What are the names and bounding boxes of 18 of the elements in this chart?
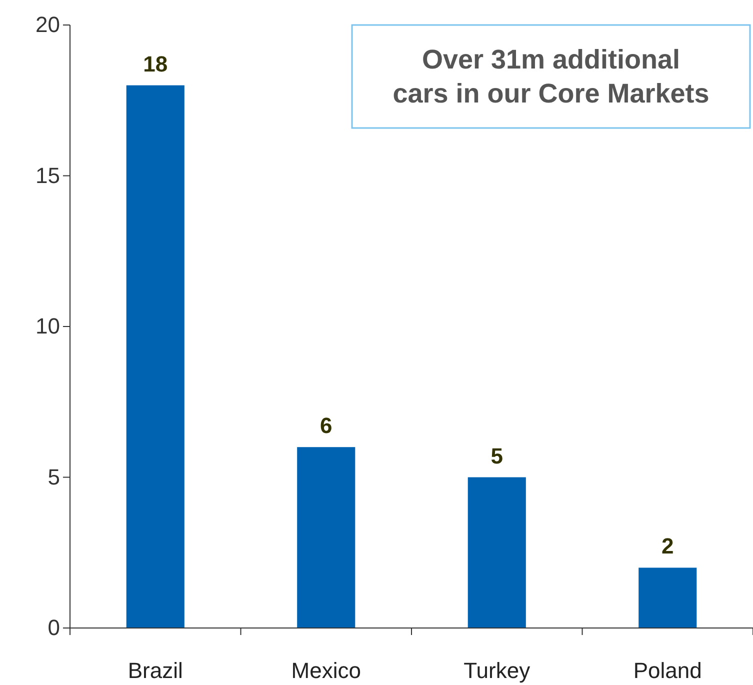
annotation: Over 31m additional cars in our Core Markets — [392, 44, 710, 108]
x-tick-label: Turkey — [464, 658, 530, 683]
data-label: 6 — [320, 413, 332, 438]
bar — [126, 85, 184, 628]
x-tick-label: Brazil — [128, 658, 183, 683]
bar — [468, 477, 526, 628]
x-tick-label: Mexico — [291, 658, 361, 683]
y-tick-label: 10 — [36, 314, 60, 339]
y-tick-label: 5 — [48, 464, 60, 490]
bar — [638, 568, 697, 628]
y-tick-label: 20 — [36, 12, 60, 38]
bar — [297, 447, 356, 628]
y-tick-label: 15 — [36, 162, 60, 188]
data-label: 18 — [143, 51, 168, 76]
x-tick-label: Poland — [633, 658, 702, 683]
data-label: 5 — [490, 443, 503, 468]
y-tick-label: 0 — [48, 615, 60, 640]
data-label: 2 — [662, 534, 674, 559]
